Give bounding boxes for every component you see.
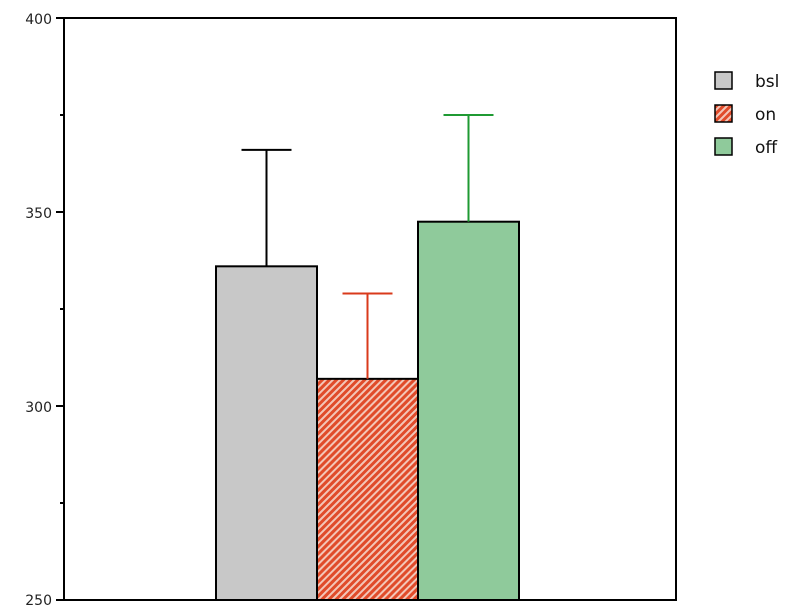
y-tick-label: 250 [25, 593, 52, 605]
legend-swatch-on [714, 104, 733, 123]
y-tick-label: 300 [25, 400, 52, 416]
legend-swatch-bsl [714, 71, 733, 90]
legend-swatch-off [714, 137, 733, 156]
y-tick-label: 400 [25, 12, 52, 28]
error-bars-group [241, 114, 494, 379]
legend: bsl on off [714, 71, 779, 158]
y-axis: 400 350 300 250 [25, 12, 64, 605]
y-tick-label: 350 [25, 206, 52, 222]
bar-off [417, 220, 520, 601]
legend-label-on: on [755, 105, 776, 125]
legend-label-bsl: bsl [755, 72, 779, 92]
bar-bsl [215, 265, 318, 601]
bar-on [316, 377, 419, 601]
legend-label-off: off [755, 138, 778, 158]
bars-group [215, 220, 520, 601]
